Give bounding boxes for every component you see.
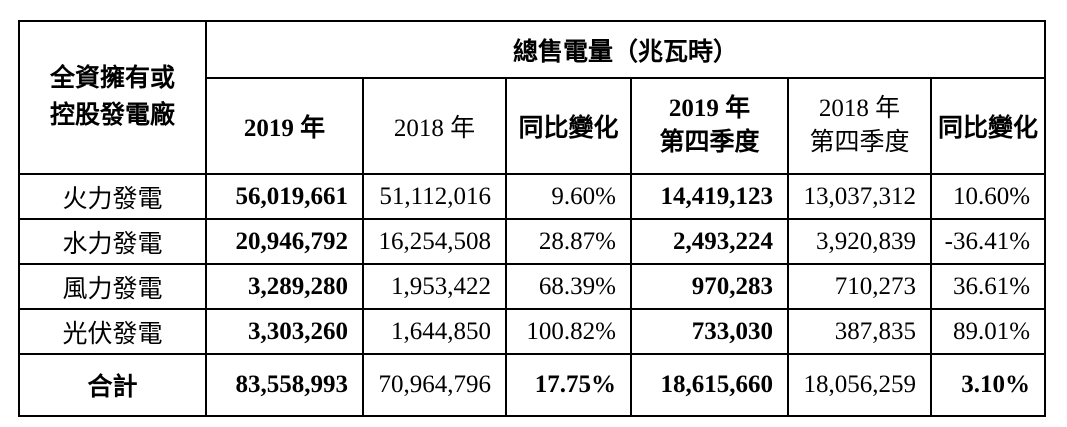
cell-thermal-2018-q4: 13,037,312 bbox=[787, 173, 932, 220]
cell-total-yoy-q4: 3.10% bbox=[929, 353, 1047, 417]
table-row-hydro: 水力發電 20,946,792 16,254,508 28.87% 2,493,… bbox=[18, 218, 1047, 265]
column-header-yoy-change-q4: 同比變化 bbox=[929, 77, 1047, 175]
row-label-total: 合計 bbox=[18, 353, 207, 417]
cell-total-2018-q4: 18,056,259 bbox=[787, 353, 932, 417]
cell-hydro-2019: 20,946,792 bbox=[205, 218, 364, 265]
cell-thermal-2019: 56,019,661 bbox=[205, 173, 364, 220]
column-header-2019-q4: 2019 年 第四季度 bbox=[630, 77, 789, 175]
cell-wind-2018: 1,953,422 bbox=[362, 263, 507, 310]
corner-header-cell: 全資擁有或 控股發電廠 bbox=[18, 20, 207, 175]
table-row-solar: 光伏發電 3,303,260 1,644,850 100.82% 733,030… bbox=[18, 308, 1047, 355]
cell-thermal-yoy: 9.60% bbox=[505, 173, 632, 220]
cell-thermal-yoy-q4: 10.60% bbox=[929, 173, 1047, 220]
group-header-cell: 總售電量（兆瓦時） bbox=[204, 20, 1047, 79]
cell-solar-2018: 1,644,850 bbox=[362, 308, 507, 355]
cell-thermal-2018: 51,112,016 bbox=[362, 173, 507, 220]
cell-solar-2019: 3,303,260 bbox=[205, 308, 364, 355]
cell-wind-yoy: 68.39% bbox=[505, 263, 632, 310]
cell-wind-2019-q4: 970,283 bbox=[630, 263, 789, 310]
cell-hydro-2019-q4: 2,493,224 bbox=[630, 218, 789, 265]
cell-total-2018: 70,964,796 bbox=[362, 353, 507, 417]
cell-solar-yoy-q4: 89.01% bbox=[929, 308, 1047, 355]
column-header-2019: 2019 年 bbox=[205, 77, 364, 175]
cell-wind-yoy-q4: 36.61% bbox=[929, 263, 1047, 310]
cell-hydro-2018-q4: 3,920,839 bbox=[787, 218, 932, 265]
cell-wind-2019: 3,289,280 bbox=[205, 263, 364, 310]
row-label-thermal: 火力發電 bbox=[18, 173, 207, 220]
group-header-row: 全資擁有或 控股發電廠 總售電量（兆瓦時） bbox=[18, 20, 1047, 175]
row-label-solar: 光伏發電 bbox=[18, 308, 207, 355]
row-label-hydro: 水力發電 bbox=[18, 218, 207, 265]
cell-solar-2018-q4: 387,835 bbox=[787, 308, 932, 355]
power-plants-electricity-table: 全資擁有或 控股發電廠 總售電量（兆瓦時） 2019 年 2018 年 同比變化… bbox=[18, 20, 1047, 417]
column-header-row: 2019 年 2018 年 同比變化 2019 年 第四季度 2018 年 第四… bbox=[19, 77, 1047, 175]
column-header-yoy-change: 同比變化 bbox=[505, 77, 632, 175]
cell-solar-2019-q4: 733,030 bbox=[630, 308, 789, 355]
column-header-2018: 2018 年 bbox=[362, 77, 507, 175]
cell-total-2019-q4: 18,615,660 bbox=[630, 353, 789, 417]
cell-thermal-2019-q4: 14,419,123 bbox=[630, 173, 789, 220]
table-row-total: 合計 83,558,993 70,964,796 17.75% 18,615,6… bbox=[18, 353, 1047, 417]
cell-solar-yoy: 100.82% bbox=[505, 308, 632, 355]
cell-total-2019: 83,558,993 bbox=[205, 353, 364, 417]
table-row-thermal: 火力發電 56,019,661 51,112,016 9.60% 14,419,… bbox=[18, 173, 1047, 220]
cell-hydro-yoy: 28.87% bbox=[505, 218, 632, 265]
cell-wind-2018-q4: 710,273 bbox=[787, 263, 932, 310]
cell-hydro-2018: 16,254,508 bbox=[362, 218, 507, 265]
table-row-wind: 風力發電 3,289,280 1,953,422 68.39% 970,283 … bbox=[18, 263, 1047, 310]
row-label-wind: 風力發電 bbox=[18, 263, 207, 310]
column-header-2018-q4: 2018 年 第四季度 bbox=[787, 77, 932, 175]
cell-hydro-yoy-q4: -36.41% bbox=[929, 218, 1047, 265]
cell-total-yoy: 17.75% bbox=[505, 353, 632, 417]
